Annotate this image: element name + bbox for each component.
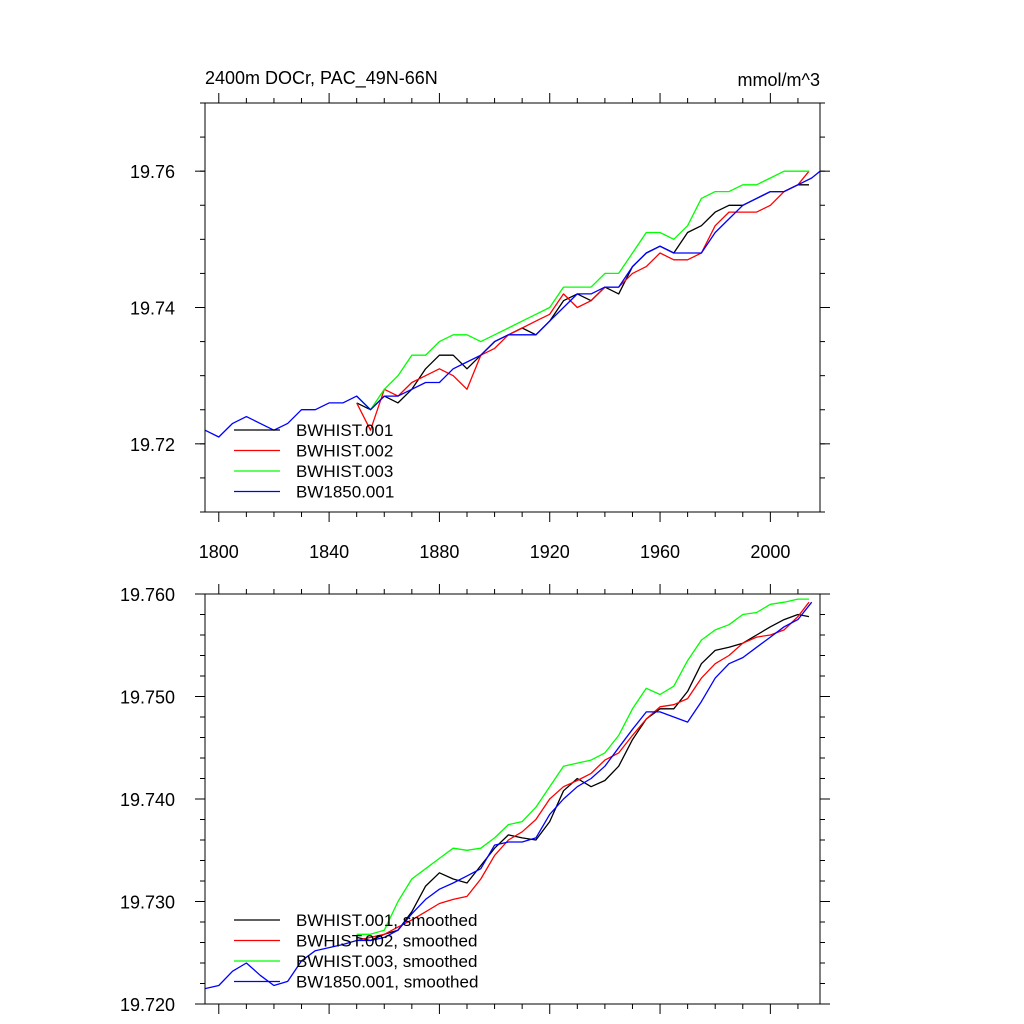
- x-tick-label: 2000: [750, 542, 790, 562]
- legend-label: BWHIST.002, smoothed: [296, 932, 477, 951]
- x-tick-label: 1920: [530, 542, 570, 562]
- series-line-3: [204, 601, 813, 990]
- bottom-panel-tick-labels: 19.720 19.730 19.740 19.750 19.760: [120, 585, 175, 1015]
- legend-label: BWHIST.003: [296, 462, 393, 481]
- y-tick-label: 19.740: [120, 790, 175, 810]
- bottom-panel: 19.720 19.730 19.740 19.750 19.760 BWHIST.00…: [120, 584, 830, 1015]
- legend-label: BWHIST.001, smoothed: [296, 911, 477, 930]
- y-tick-label: 19.74: [130, 299, 175, 319]
- top-panel-series: [204, 170, 821, 438]
- top-panel-frame: [204, 102, 821, 513]
- y-tick-label: 19.72: [130, 435, 175, 455]
- bottom-panel-series: [204, 598, 813, 990]
- series-line-2: [356, 598, 809, 935]
- y-tick-label: 19.76: [130, 162, 175, 182]
- x-tick-label: 1880: [419, 542, 459, 562]
- bottom-panel-legend: BWHIST.001, smoothed BWHIST.002, smoothed…: [234, 911, 478, 992]
- top-panel: 2400m DOCr, PAC_49N-66N mmol/m^3 1800 184…: [130, 68, 830, 562]
- legend-label: BWHIST.001: [296, 421, 393, 440]
- series-line-0: [356, 184, 809, 411]
- legend-label: BWHIST.003, smoothed: [296, 952, 477, 971]
- top-panel-units: mmol/m^3: [738, 70, 820, 90]
- y-tick-label: 19.720: [120, 995, 175, 1015]
- top-panel-tick-labels: 1800 1840 1880 1920 1960 2000 19.72 19.74 19.76: [130, 162, 790, 562]
- top-panel-ticks: [195, 93, 830, 522]
- legend-label: BW1850.001, smoothed: [296, 973, 478, 992]
- legend-label: BW1850.001: [296, 483, 394, 502]
- y-tick-label: 19.750: [120, 688, 175, 708]
- legend-label: BWHIST.002: [296, 442, 393, 461]
- series-line-1: [356, 170, 810, 431]
- bottom-panel-frame: [204, 593, 821, 1005]
- series-line-2: [356, 170, 809, 411]
- series-line-3: [204, 170, 821, 438]
- bottom-panel-ticks: [195, 584, 830, 1014]
- x-tick-label: 1840: [309, 542, 349, 562]
- x-tick-label: 1960: [640, 542, 680, 562]
- y-tick-label: 19.730: [120, 893, 175, 913]
- top-panel-title: 2400m DOCr, PAC_49N-66N: [205, 68, 438, 89]
- y-tick-label: 19.760: [120, 585, 175, 605]
- series-line-1: [356, 601, 810, 942]
- x-tick-label: 1800: [199, 542, 239, 562]
